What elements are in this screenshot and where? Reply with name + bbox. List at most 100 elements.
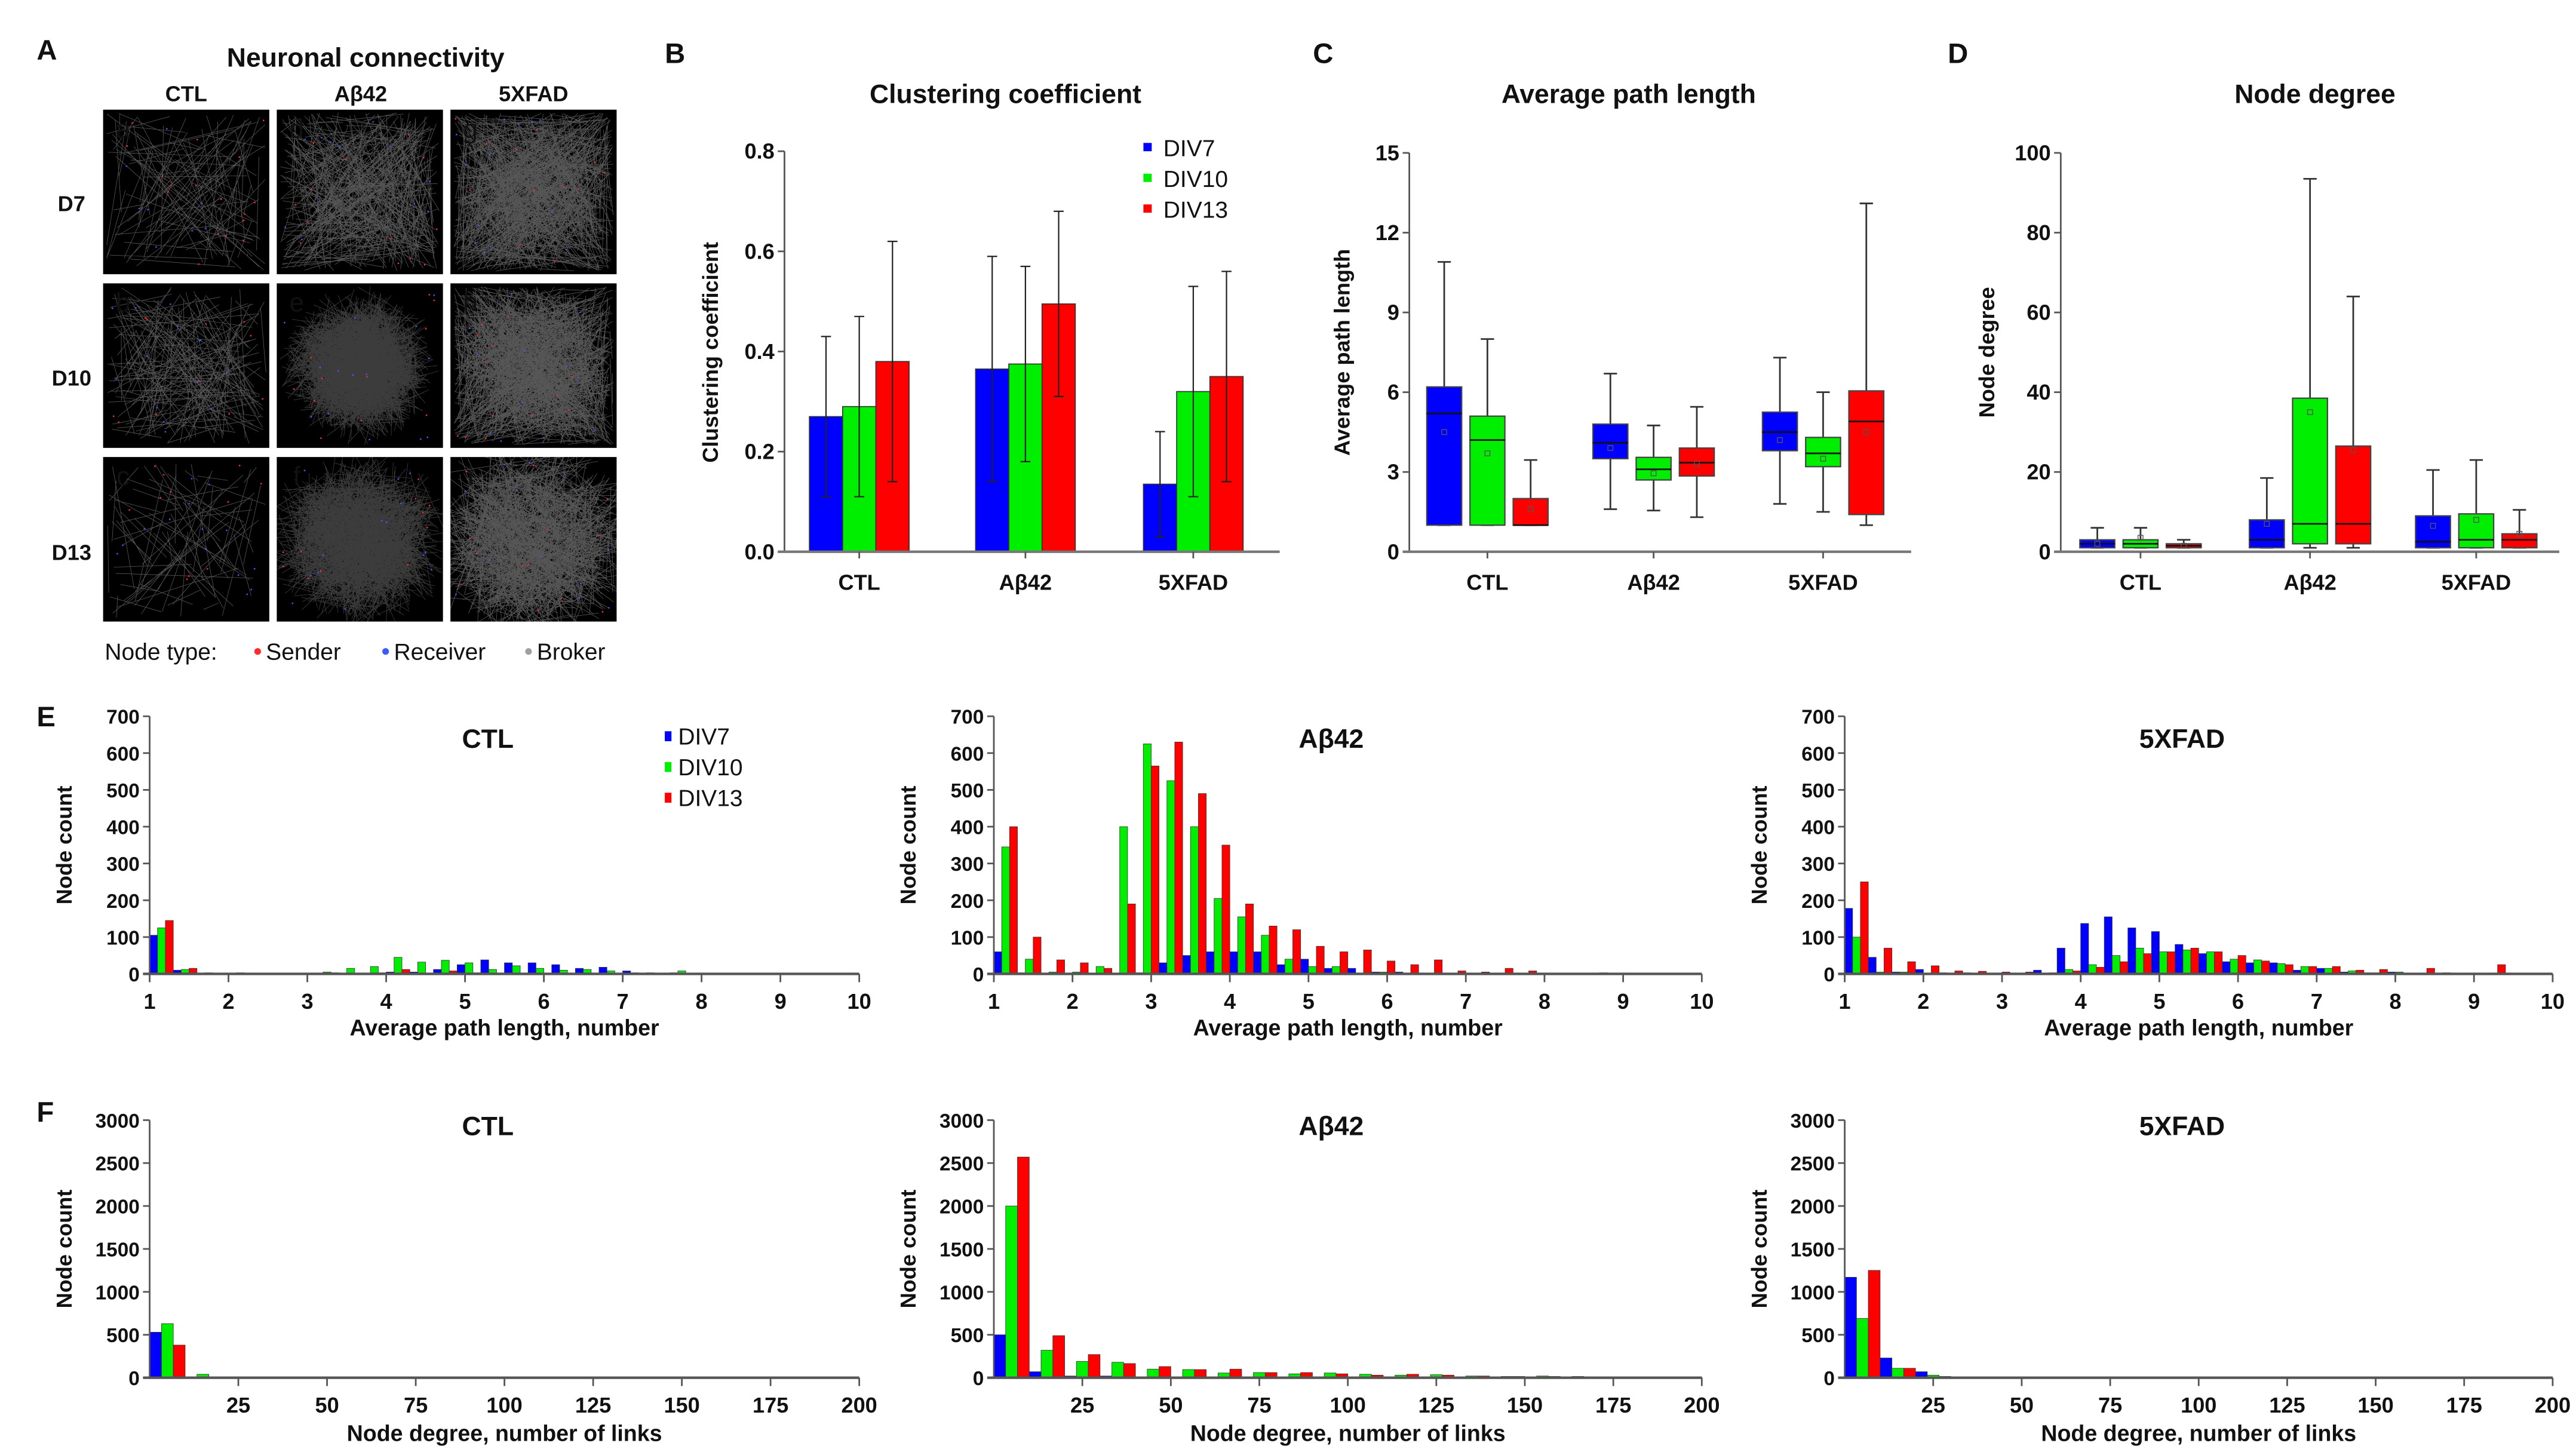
histogram-bar-div13 — [1198, 793, 1207, 974]
network-node — [122, 544, 124, 547]
histogram-bar-div13 — [1017, 1156, 1030, 1379]
x-axis-label: Average path length, number — [2044, 1015, 2353, 1040]
network-node — [531, 415, 533, 417]
panel-a-title: Neuronal connectivity — [227, 43, 505, 72]
network-image-background — [450, 283, 617, 448]
network-node — [250, 334, 252, 337]
network-node — [134, 307, 137, 309]
histogram-bar-div7 — [551, 964, 560, 974]
network-node — [597, 535, 600, 537]
y-tick-label: 0.0 — [744, 539, 774, 564]
network-node — [606, 498, 609, 500]
y-tick-label: 2500 — [96, 1153, 140, 1175]
x-tick-label: 100 — [1330, 1393, 1366, 1417]
chart-title: CTL — [462, 725, 514, 754]
panel-label-f: F — [36, 1097, 54, 1128]
panel-label-d: D — [1948, 38, 1968, 70]
y-axis-label: Node count — [52, 785, 76, 904]
network-node — [423, 554, 425, 556]
network-node — [489, 245, 492, 248]
y-tick-label: 2000 — [96, 1196, 140, 1218]
histogram-bar-div7 — [1276, 964, 1285, 974]
box-div13-1 — [2335, 295, 2372, 549]
mean-marker — [1607, 445, 1614, 452]
y-axis-label: Node count — [52, 1190, 76, 1309]
node-type-legend: Node type: Sender Receiver Broker — [105, 640, 605, 665]
network-node — [253, 201, 256, 204]
network-node — [556, 394, 558, 397]
network-node — [220, 198, 222, 200]
network-node — [310, 188, 312, 191]
y-tick-label: 2000 — [939, 1196, 984, 1218]
network-node — [344, 608, 346, 610]
network-node — [490, 432, 492, 434]
y-tick-label: 20 — [2027, 460, 2050, 484]
network-node — [250, 588, 253, 591]
network-node — [195, 185, 197, 187]
network-node — [284, 321, 285, 324]
network-node — [415, 325, 417, 327]
panel-a-network-grid: Neuronal connectivity CTL Aβ42 5XFAD D7 D10 D1… — [52, 43, 617, 665]
network-node — [456, 133, 458, 136]
histogram-bar-div7 — [149, 1332, 162, 1379]
chart-title: Aβ42 — [1298, 725, 1364, 754]
legend-swatch-div7 — [665, 731, 672, 741]
histogram-bar-div7 — [2127, 928, 2136, 974]
network-node — [299, 242, 302, 244]
network-node — [607, 548, 609, 550]
box-div7-1 — [2249, 477, 2285, 549]
network-image-e: e — [277, 283, 443, 448]
x-axis-label: Node degree, number of links — [1190, 1420, 1506, 1445]
box-iqr — [2249, 519, 2285, 549]
box-iqr — [2292, 397, 2329, 545]
network-node — [282, 566, 284, 567]
y-tick-label: 1000 — [96, 1282, 140, 1304]
histogram-bar-div10 — [2159, 951, 2167, 974]
x-axis-label: Average path length, number — [1193, 1015, 1503, 1040]
network-node — [523, 349, 526, 351]
box-div10-1 — [1635, 424, 1672, 512]
network-image-f: f — [277, 456, 444, 622]
y-tick-label: 100 — [106, 927, 140, 949]
network-node — [366, 373, 368, 375]
column-label: Aβ42 — [334, 82, 387, 106]
y-tick-label: 1000 — [939, 1282, 984, 1304]
histogram-bar-div13 — [1088, 1354, 1101, 1379]
network-image-h: h — [450, 283, 617, 448]
x-tick-label: 150 — [664, 1393, 699, 1417]
y-axis-label: Node degree — [1975, 287, 1999, 418]
network-node — [201, 528, 204, 530]
network-node — [481, 324, 483, 326]
network-node — [464, 436, 466, 438]
network-node — [489, 153, 491, 155]
network-node — [126, 145, 128, 147]
x-axis-label: Average path length, number — [350, 1015, 659, 1040]
histogram-bar-div10 — [157, 928, 166, 974]
network-image-background — [277, 457, 443, 622]
network-node — [540, 555, 542, 558]
histogram-bar-div10 — [2253, 959, 2262, 974]
network-node — [400, 502, 402, 505]
y-axis-label: Average path length — [1330, 249, 1354, 456]
network-edges — [453, 112, 614, 271]
network-node — [425, 551, 427, 553]
box-div7-0 — [1426, 261, 1463, 526]
row-label: D10 — [52, 366, 91, 391]
y-tick-label: 1500 — [96, 1239, 140, 1261]
histogram-bar-div7 — [2056, 947, 2065, 974]
network-node — [201, 202, 203, 204]
box-div10-0 — [1469, 338, 1506, 526]
x-tick-label: 10 — [1690, 989, 1714, 1014]
box-iqr — [1848, 390, 1885, 515]
histogram-bar-div13 — [1907, 961, 1916, 974]
network-image-background — [450, 109, 617, 275]
x-tick-label: 75 — [404, 1393, 428, 1417]
network-node — [320, 137, 323, 139]
network-node — [578, 597, 581, 599]
histogram-bar-div7 — [1159, 962, 1168, 974]
network-node — [306, 221, 309, 223]
histogram-bar-div10 — [1237, 916, 1246, 974]
legend-label-div10: DIV10 — [678, 755, 742, 781]
network-node — [118, 421, 120, 423]
x-tick-label: 6 — [1381, 989, 1393, 1014]
